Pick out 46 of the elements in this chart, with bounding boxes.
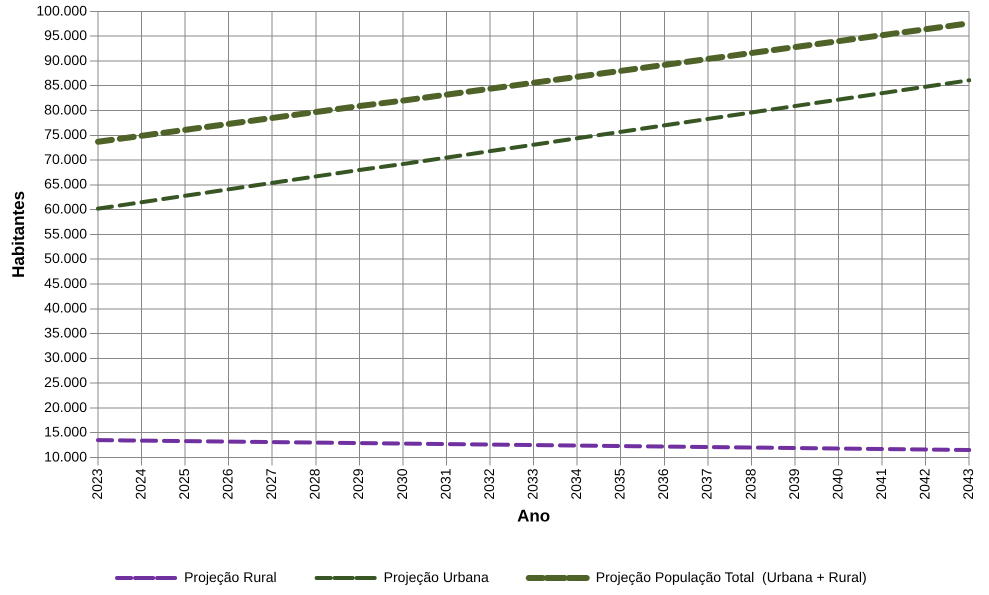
y-axis-title: Habitantes [8, 190, 28, 278]
y-tick-label: 30.000 [44, 349, 88, 366]
x-axis-title: Ano [517, 506, 550, 526]
x-tick-label: 2029 [350, 468, 366, 500]
x-tick-label: 2033 [524, 468, 540, 500]
x-tick-label: 2025 [176, 468, 192, 500]
x-tick-label: 2035 [612, 468, 628, 500]
x-tick-label: 2026 [220, 468, 236, 500]
x-tick-label: 2042 [916, 468, 932, 500]
y-tick-label: 35.000 [44, 324, 88, 340]
x-tick-label: 2031 [437, 468, 454, 500]
y-tick-label: 55.000 [44, 225, 88, 242]
legend-label: Projeção Rural [184, 568, 277, 585]
y-tick-label: 45.000 [44, 274, 88, 291]
y-tick-label: 50.000 [44, 250, 88, 266]
x-tick-label: 2028 [306, 468, 323, 500]
y-tick-label: 90.000 [44, 52, 88, 68]
y-tick-label: 20.000 [44, 398, 88, 415]
x-tick-label: 2040 [829, 468, 846, 500]
y-tick-label: 40.000 [44, 300, 88, 316]
x-tick-label: 2034 [568, 468, 584, 500]
y-tick-label: 95.000 [44, 27, 88, 44]
y-tick-label: 100.000 [36, 2, 88, 18]
x-tick-label: 2039 [786, 468, 802, 500]
y-tick-label: 75.000 [44, 126, 88, 142]
y-tick-label: 65.000 [44, 176, 88, 192]
legend-label: Projeção Urbana [384, 568, 489, 585]
y-tick-label: 70.000 [44, 150, 88, 167]
y-tick-label: 60.000 [44, 200, 88, 217]
y-tick-label: 10.000 [44, 448, 88, 464]
x-tick-label: 2043 [960, 468, 976, 500]
x-tick-label: 2038 [742, 468, 758, 500]
y-tick-label: 15.000 [44, 424, 88, 440]
x-tick-label: 2023 [88, 468, 105, 500]
y-tick-label: 80.000 [44, 101, 88, 118]
y-tick-label: 25.000 [44, 374, 88, 390]
y-tick-label: 85.000 [44, 76, 88, 93]
legend-label: Projeção População Total (Urbana + Rural) [596, 568, 867, 585]
x-tick-label: 2037 [698, 468, 715, 500]
x-tick-label: 2030 [394, 468, 410, 500]
x-tick-label: 2032 [480, 468, 497, 500]
x-tick-label: 2024 [132, 468, 148, 500]
x-tick-label: 2041 [872, 468, 889, 500]
line-series [96, 438, 972, 452]
x-tick-label: 2027 [263, 468, 280, 500]
x-tick-label: 2036 [655, 468, 672, 500]
